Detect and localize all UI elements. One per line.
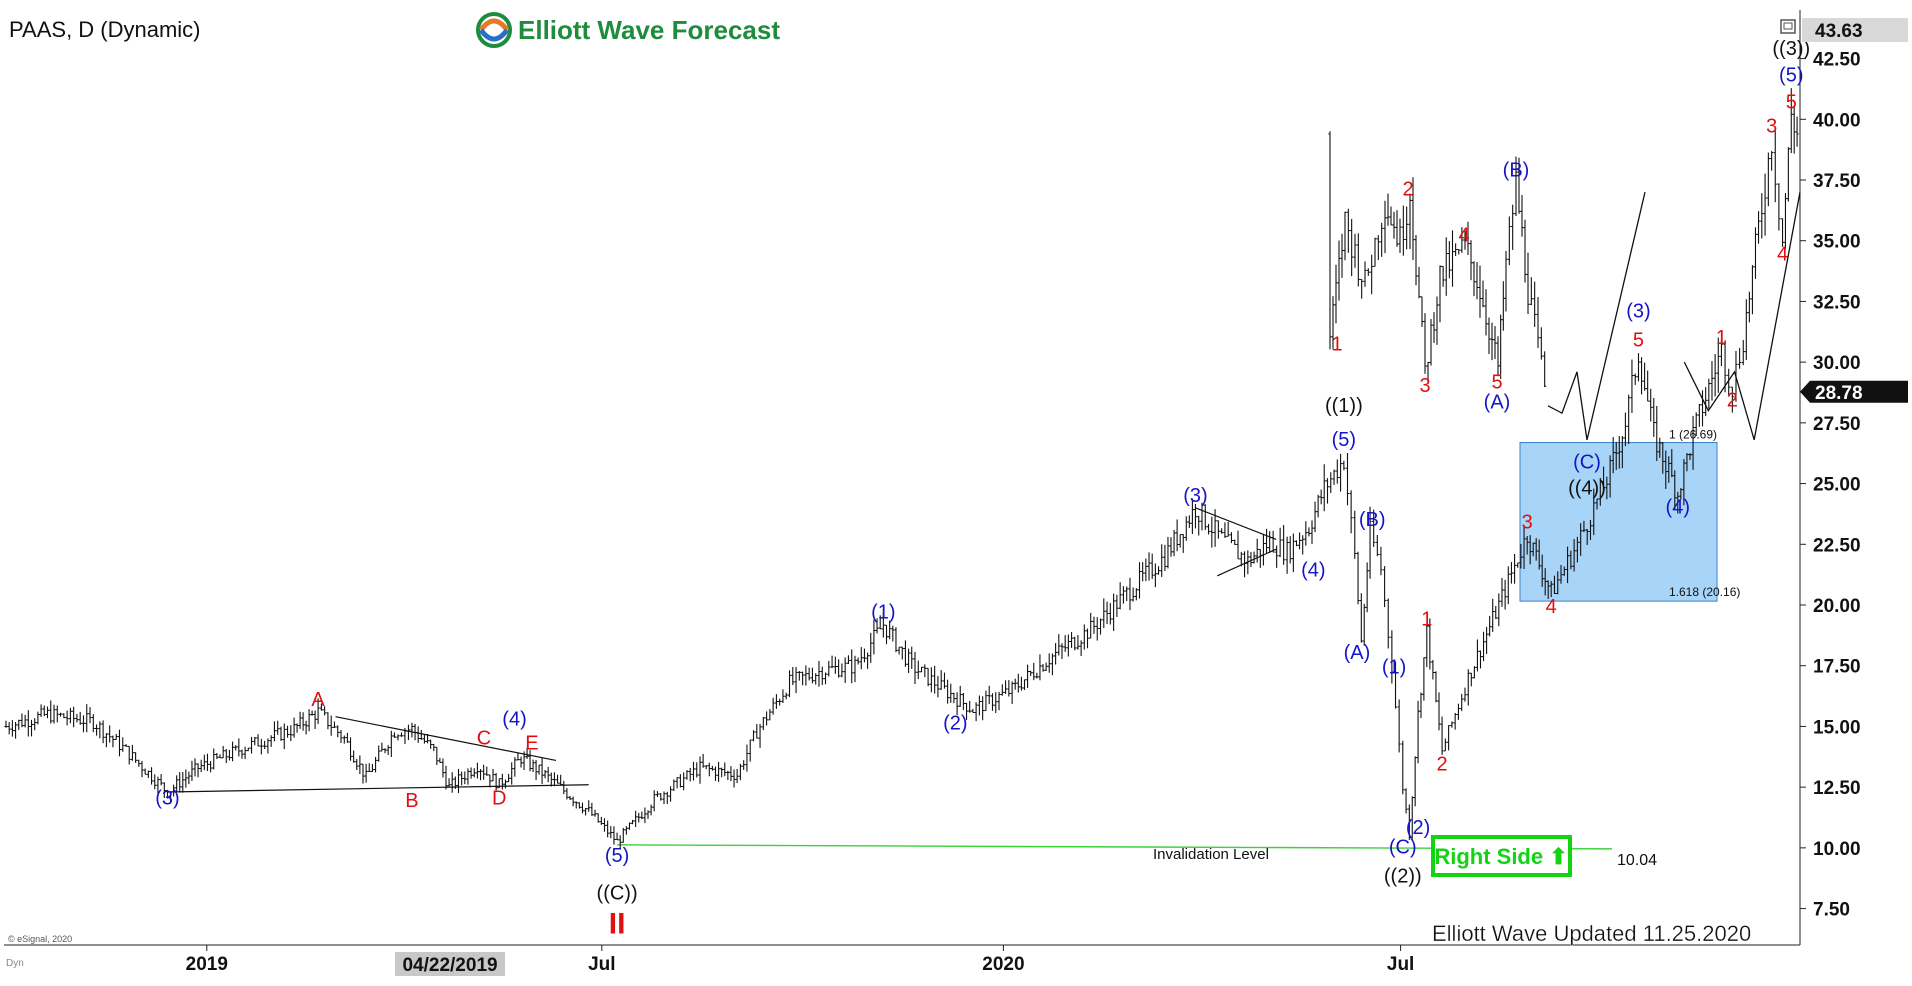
wave-label: II	[609, 907, 626, 940]
wave-label: A	[311, 689, 325, 711]
projection-line	[1683, 192, 1801, 441]
price-tick-label: 37.50	[1813, 171, 1861, 192]
wave-label: (B)	[1359, 509, 1386, 531]
wave-label: (1)	[1382, 657, 1406, 679]
wave-label: 2	[1402, 178, 1413, 200]
wave-label: 1	[1421, 609, 1432, 631]
wave-label: 3	[1419, 375, 1430, 397]
target-zone-high-label: 1 (26.69)	[1669, 428, 1717, 442]
wave-label: (C)	[1389, 836, 1417, 858]
wave-label: 5	[1491, 371, 1502, 393]
wave-label: (2)	[1406, 817, 1430, 839]
brand-logo: Elliott Wave Forecast	[476, 12, 780, 48]
wave-label: ((3))	[1772, 38, 1810, 60]
time-tick-label: 2020	[982, 954, 1024, 975]
trendlines	[167, 507, 1277, 793]
wave-label: C	[477, 728, 491, 750]
wave-label: (5)	[605, 845, 629, 867]
wave-label: E	[525, 733, 538, 755]
brand-logo-swoosh2-icon	[478, 28, 510, 42]
brand-name: Elliott Wave Forecast	[518, 15, 780, 45]
time-cursor-label: 04/22/2019	[402, 955, 497, 976]
price-tick-label: 7.50	[1813, 900, 1850, 921]
price-tick-label: 27.50	[1813, 414, 1861, 435]
time-tick-label: Jul	[1387, 954, 1414, 975]
time-cursor-box	[395, 952, 506, 976]
wave-label: B	[405, 790, 418, 812]
wave-label: (3)	[1626, 300, 1650, 322]
price-tick-label: 32.50	[1813, 292, 1861, 313]
projection-path	[1547, 191, 1801, 441]
target-zone-low-label: 1.618 (20.16)	[1669, 585, 1740, 599]
wave-label: 4	[1546, 596, 1557, 618]
trendline	[335, 716, 557, 762]
wave-label: (4)	[1301, 559, 1325, 581]
wave-label: (B)	[1503, 159, 1530, 181]
time-axis-ticks: 2019 Jul 2020 Jul 04/22/2019	[186, 945, 1414, 976]
right-side-badge: Right Side ⬆	[1431, 835, 1572, 877]
wave-label: (C)	[1573, 452, 1601, 474]
wave-label: D	[492, 788, 506, 810]
price-tick-label: 35.00	[1813, 232, 1861, 253]
wave-label: (3)	[155, 788, 179, 810]
price-tick-label: 30.00	[1813, 353, 1861, 374]
wave-label: 1	[1716, 327, 1727, 349]
price-tick-label: 22.50	[1813, 535, 1861, 556]
wave-label: 2	[1437, 754, 1448, 776]
wave-label: (1)	[871, 601, 895, 623]
price-tick-label: 17.50	[1813, 657, 1861, 678]
last-price-badge: 28.78	[1800, 380, 1908, 404]
wave-label: ((C))	[597, 882, 638, 904]
invalidation-label: Invalidation Level	[1153, 846, 1269, 863]
price-axis-ticks: 7.50 10.00 12.50 15.00 17.50 20.00 22.50 25.00 2…	[1800, 50, 1861, 921]
wave-label: (A)	[1344, 642, 1371, 664]
update-note: Elliott Wave Updated 11.25.2020	[1432, 921, 1751, 946]
wave-label: ((2))	[1384, 865, 1422, 887]
svg-text:43.63: 43.63	[1815, 21, 1863, 42]
wave-label: (A)	[1484, 391, 1511, 413]
price-tick-label: 20.00	[1813, 596, 1861, 617]
invalidation-value: 10.04	[1617, 852, 1657, 869]
wave-label: (3)	[1183, 485, 1207, 507]
wave-label: 5	[1786, 91, 1797, 113]
price-tick-label: 42.50	[1813, 50, 1861, 71]
price-bars	[4, 88, 1799, 850]
copyright-note: © eSignal, 2020	[8, 934, 72, 944]
svg-text:Right Side ⬆: Right Side ⬆	[1434, 844, 1567, 869]
wave-label: 1	[1331, 334, 1342, 356]
trendline	[1195, 507, 1277, 540]
svg-text:28.78: 28.78	[1815, 383, 1863, 404]
price-tick-label: 12.50	[1813, 778, 1861, 799]
wave-label: ((4))	[1568, 478, 1606, 500]
wave-label: 4	[1777, 244, 1788, 266]
wave-label: 3	[1766, 116, 1777, 138]
price-tick-label: 10.00	[1813, 839, 1861, 860]
price-tick-label: 25.00	[1813, 475, 1861, 496]
wave-label: 2	[1727, 389, 1738, 411]
wave-label: (5)	[1332, 429, 1356, 451]
wave-label: 4	[1458, 225, 1469, 247]
wave-label: 5	[1633, 329, 1644, 351]
high-price-badge: 43.63	[1802, 18, 1908, 42]
wave-label: 3	[1522, 512, 1533, 534]
price-tick-label: 15.00	[1813, 717, 1861, 738]
trendline	[167, 784, 589, 793]
time-tick-label: Jul	[588, 954, 615, 975]
wave-label: (5)	[1779, 65, 1803, 87]
wave-labels: (3) A B C (4) D E (5) ((C)) II (1) (2) (3) (4) (5) ((1)…	[155, 38, 1810, 940]
brand-logo-swoosh-icon	[478, 18, 510, 32]
time-tick-label: 2019	[186, 954, 228, 975]
trendline	[1217, 548, 1277, 577]
projection-line	[1547, 191, 1646, 441]
wave-label: (4)	[1666, 496, 1690, 518]
restore-window-icon[interactable]	[1780, 19, 1796, 34]
symbol-title: PAAS, D (Dynamic)	[9, 17, 201, 42]
corner-tag: Dyn	[6, 958, 24, 969]
price-tick-label: 40.00	[1813, 110, 1861, 131]
wave-label: ((1))	[1325, 395, 1363, 417]
wave-label: (2)	[943, 712, 967, 734]
wave-label: (4)	[502, 708, 526, 730]
